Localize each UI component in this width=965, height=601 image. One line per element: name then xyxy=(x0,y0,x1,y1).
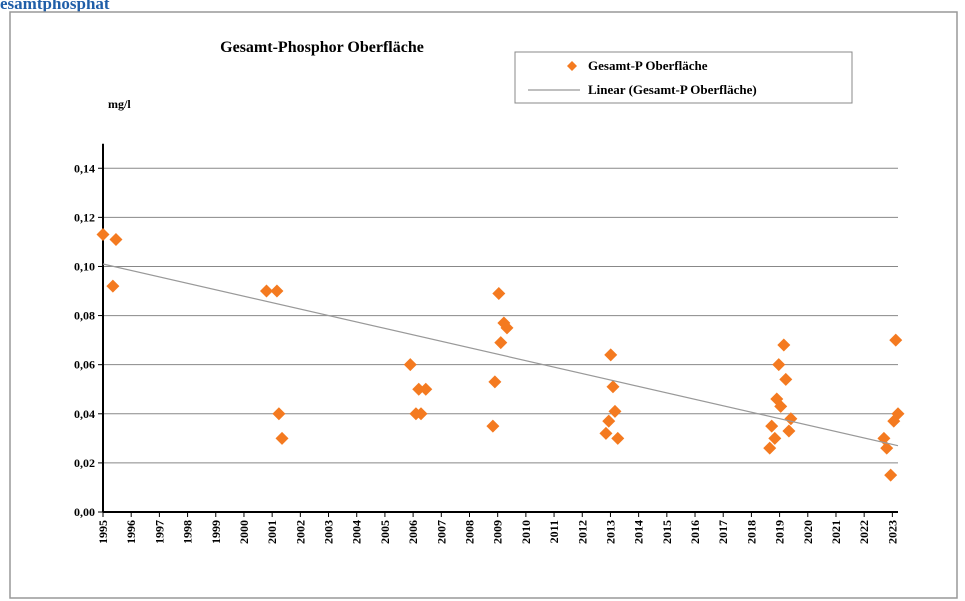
data-point xyxy=(884,468,898,482)
x-tick-label: 1996 xyxy=(124,520,138,544)
data-point xyxy=(500,321,514,335)
legend-label: Linear (Gesamt-P Oberfläche) xyxy=(588,82,757,97)
page-header: esamtphosphat xyxy=(0,0,110,13)
x-tick-label: 1999 xyxy=(209,520,223,544)
x-tick-label: 2002 xyxy=(293,520,307,544)
x-tick-label: 2001 xyxy=(265,520,279,544)
data-point xyxy=(492,286,506,300)
data-point xyxy=(96,228,110,242)
x-tick-label: 2005 xyxy=(378,520,392,544)
x-tick-label: 2016 xyxy=(688,520,702,544)
y-tick-label: 0,04 xyxy=(74,407,95,421)
x-tick-label: 1995 xyxy=(96,520,110,544)
x-tick-label: 2006 xyxy=(406,520,420,544)
data-point xyxy=(891,407,905,421)
legend-swatch xyxy=(567,61,577,71)
data-point xyxy=(608,404,622,418)
y-tick-label: 0,08 xyxy=(74,309,95,323)
data-point xyxy=(774,399,788,413)
x-tick-label: 2017 xyxy=(716,520,730,544)
x-tick-label: 2015 xyxy=(660,520,674,544)
x-tick-label: 2010 xyxy=(519,520,533,544)
y-tick-label: 0,14 xyxy=(74,161,95,175)
y-tick-label: 0,12 xyxy=(74,210,95,224)
data-point xyxy=(494,336,508,350)
data-point xyxy=(604,348,618,362)
legend-label: Gesamt-P Oberfläche xyxy=(588,58,708,73)
x-tick-label: 2009 xyxy=(491,520,505,544)
data-point xyxy=(768,431,782,445)
x-tick-label: 2003 xyxy=(322,520,336,544)
x-tick-label: 2018 xyxy=(744,520,758,544)
data-point xyxy=(602,414,616,428)
x-tick-label: 2020 xyxy=(801,520,815,544)
data-point xyxy=(772,358,786,372)
x-tick-label: 2023 xyxy=(885,520,899,544)
data-point xyxy=(272,407,286,421)
data-point xyxy=(419,382,433,396)
x-tick-label: 2012 xyxy=(575,520,589,544)
data-point xyxy=(779,372,793,386)
data-point xyxy=(412,382,426,396)
y-tick-label: 0,10 xyxy=(74,259,95,273)
data-point xyxy=(109,232,123,246)
x-tick-label: 2007 xyxy=(434,520,448,544)
x-tick-label: 2022 xyxy=(857,520,871,544)
data-point xyxy=(260,284,274,298)
data-point xyxy=(488,375,502,389)
y-axis-label: mg/l xyxy=(108,97,131,111)
x-tick-label: 2011 xyxy=(547,520,561,543)
data-point xyxy=(106,279,120,293)
data-point xyxy=(889,333,903,347)
x-tick-label: 2000 xyxy=(237,520,251,544)
data-point xyxy=(880,441,894,455)
data-point xyxy=(486,419,500,433)
data-point xyxy=(403,358,417,372)
x-tick-label: 1998 xyxy=(181,520,195,544)
x-tick-label: 2021 xyxy=(829,520,843,544)
data-point xyxy=(275,431,289,445)
y-tick-label: 0,06 xyxy=(74,358,95,372)
x-tick-label: 1997 xyxy=(152,520,166,544)
x-tick-label: 2008 xyxy=(462,520,476,544)
x-tick-label: 2019 xyxy=(773,520,787,544)
chart-frame xyxy=(9,11,958,599)
trend-line xyxy=(102,263,899,447)
x-tick-label: 2014 xyxy=(632,520,646,544)
y-tick-label: 0,00 xyxy=(74,505,95,519)
data-point xyxy=(777,338,791,352)
data-point xyxy=(763,441,777,455)
chart-title: Gesamt-Phosphor Oberfläche xyxy=(220,39,424,56)
data-point xyxy=(606,380,620,394)
legend-box xyxy=(514,51,853,104)
data-point xyxy=(414,407,428,421)
data-point xyxy=(599,426,613,440)
data-point xyxy=(270,284,284,298)
x-tick-label: 2004 xyxy=(350,520,364,544)
data-point xyxy=(611,431,625,445)
x-tick-label: 2013 xyxy=(603,520,617,544)
y-tick-label: 0,02 xyxy=(74,456,95,470)
data-point xyxy=(782,424,796,438)
data-point xyxy=(765,419,779,433)
